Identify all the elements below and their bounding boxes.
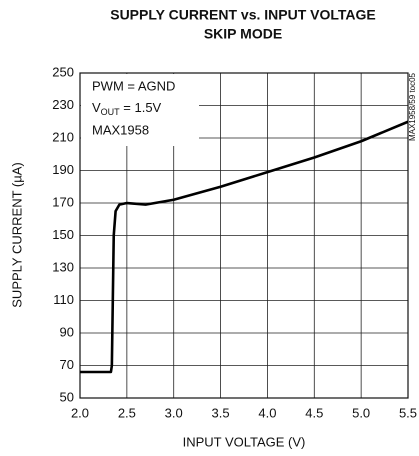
y-tick-label: 50 [60, 389, 74, 404]
y-tick-label: 210 [52, 129, 74, 144]
x-tick-label: 5.0 [352, 405, 370, 420]
x-tick-label: 2.0 [71, 405, 89, 420]
side-note: MAX1958/59 toc05 [408, 72, 417, 141]
y-tick-label: 130 [52, 259, 74, 274]
y-tick-label: 230 [52, 97, 74, 112]
x-tick-label: 3.5 [212, 405, 230, 420]
x-tick-label: 3.0 [165, 405, 183, 420]
y-tick-label: 150 [52, 227, 74, 242]
annotation: MAX1958 [92, 122, 149, 137]
x-tick-label: 5.5 [399, 405, 417, 420]
annotation-part: = 1.5V [120, 100, 162, 115]
y-tick-label: 70 [60, 357, 74, 372]
annotation: PWM = AGND [92, 78, 175, 93]
y-axis-label: SUPPLY CURRENT (µA) [9, 162, 24, 307]
x-tick-label: 4.5 [305, 405, 323, 420]
chart-subtitle: SKIP MODE [204, 26, 282, 42]
y-tick-label: 110 [53, 292, 74, 307]
y-tick-label: 250 [52, 64, 74, 79]
chart-title: SUPPLY CURRENT vs. INPUT VOLTAGE [110, 7, 376, 23]
y-tick-label: 190 [52, 162, 74, 177]
x-tick-label: 2.5 [118, 405, 136, 420]
data-line [80, 120, 409, 374]
plot-frame [79, 72, 409, 399]
annotation: VOUT = 1.5V [92, 100, 162, 117]
annotation-subscript: OUT [101, 107, 121, 117]
annotation-box [81, 74, 199, 146]
annotation-part: V [92, 100, 101, 115]
x-tick-label: 4.0 [258, 405, 276, 420]
x-axis-label: INPUT VOLTAGE (V) [183, 434, 306, 449]
y-tick-label: 170 [52, 194, 74, 209]
y-tick-label: 90 [60, 324, 74, 339]
